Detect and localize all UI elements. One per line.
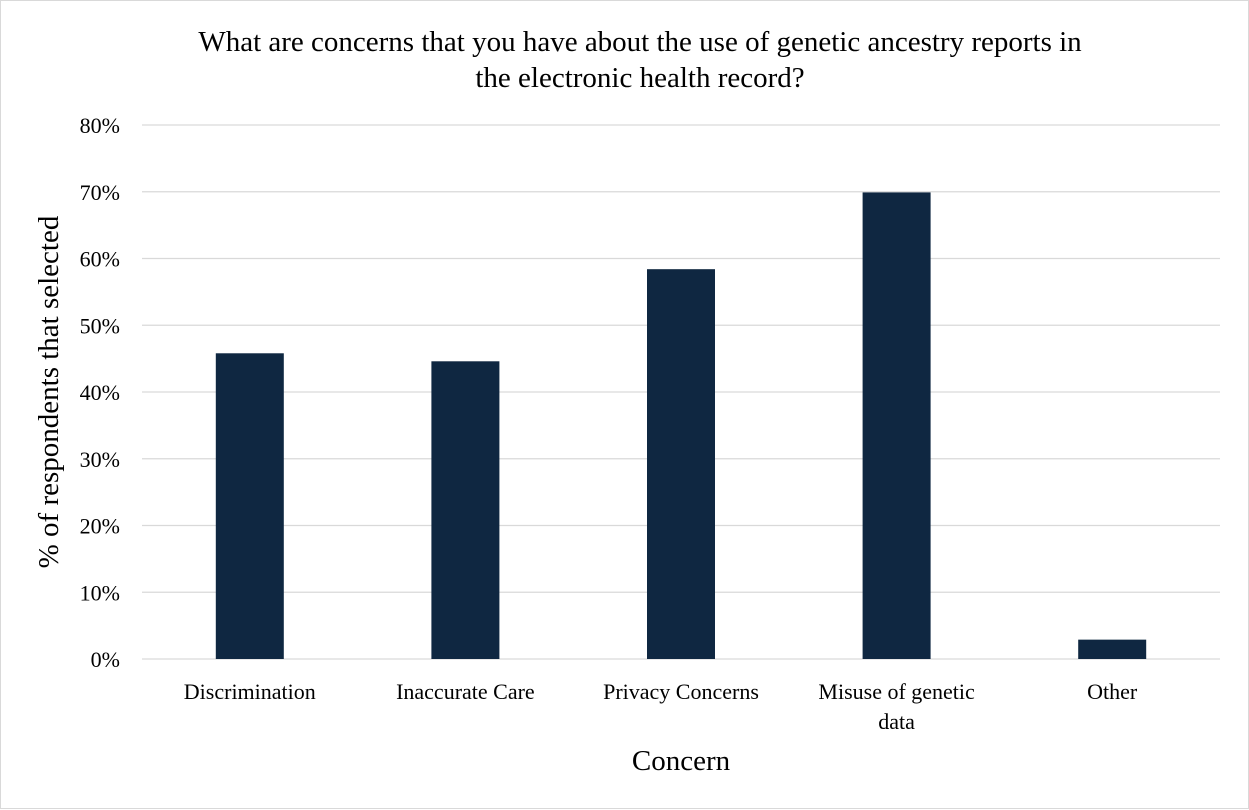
bar-misuse-of-genetic-data — [862, 192, 931, 660]
y-axis-title: % of respondents that selected — [33, 215, 65, 568]
bar-discrimination — [215, 353, 284, 659]
y-tick-label: 40% — [80, 380, 120, 405]
x-tick-label-line: data — [878, 709, 915, 734]
x-axis-ticks: Discrimination Inaccurate Care Privacy Con… — [184, 679, 1138, 734]
x-tick-label-line: Misuse of genetic — [818, 679, 975, 704]
y-tick-label: 10% — [80, 580, 120, 605]
y-tick-label: 50% — [80, 313, 120, 338]
x-tick-label-line: Discrimination — [184, 679, 316, 704]
y-tick-label: 30% — [80, 447, 120, 472]
y-tick-label: 70% — [80, 180, 120, 205]
x-tick-label: Discrimination — [184, 679, 316, 704]
x-tick-label: Inaccurate Care — [396, 679, 535, 704]
x-tick-label-line: Other — [1087, 679, 1138, 704]
x-tick-label-line: Inaccurate Care — [396, 679, 535, 704]
y-axis-ticks: 0% 10% 20% 30% 40% 50% 60% 70% 80% — [80, 113, 120, 672]
x-tick-label-line: Privacy Concerns — [603, 679, 759, 704]
x-tick-label: Privacy Concerns — [603, 679, 759, 704]
bar-other — [1078, 639, 1147, 659]
chart-title-line: What are concerns that you have about th… — [198, 26, 1082, 58]
x-tick-label: Other — [1087, 679, 1138, 704]
y-tick-label: 60% — [80, 247, 120, 272]
bar-inaccurate-care — [431, 361, 500, 659]
x-axis-title: Concern — [632, 745, 731, 777]
y-tick-label: 80% — [80, 113, 120, 138]
chart-title: What are concerns that you have about th… — [198, 26, 1082, 94]
chart-title-line: the electronic health record? — [475, 62, 804, 94]
y-tick-label: 20% — [80, 514, 120, 539]
bars — [215, 192, 1147, 660]
x-tick-label: Misuse of genetic data — [818, 679, 975, 734]
y-tick-label: 0% — [91, 647, 120, 672]
bar-privacy-concerns — [647, 269, 715, 659]
